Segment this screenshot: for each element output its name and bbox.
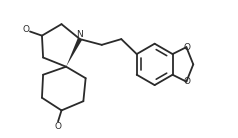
Text: O: O — [183, 77, 190, 86]
Text: O: O — [55, 122, 62, 131]
Polygon shape — [66, 38, 82, 67]
Text: O: O — [23, 25, 30, 34]
Text: O: O — [183, 43, 190, 52]
Text: N: N — [77, 30, 83, 39]
